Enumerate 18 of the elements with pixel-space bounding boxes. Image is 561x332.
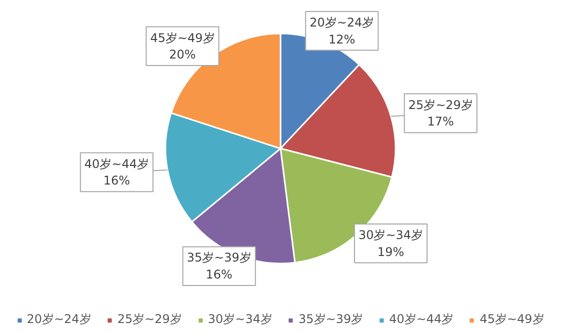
legend-label: 25岁~29岁: [117, 311, 182, 328]
data-label: 12%: [328, 32, 356, 46]
data-label: 16%: [206, 268, 232, 282]
slice-label: 20岁~24岁: [310, 15, 374, 30]
legend-label: 40岁~44岁: [389, 311, 454, 328]
data-label: 16%: [103, 174, 130, 188]
slice-label: 30岁~34岁: [358, 228, 424, 242]
slice-label: 40岁~44岁: [84, 156, 149, 171]
data-label: 20%: [169, 48, 196, 62]
slice-label: 35岁~39岁: [186, 250, 252, 265]
legend-label: 30岁~34岁: [208, 311, 272, 328]
slice-label: 25岁~29岁: [408, 98, 473, 112]
data-label: 17%: [427, 114, 454, 129]
legend-label: 45岁~49岁: [480, 311, 544, 328]
legend-label: 20岁~24岁: [26, 311, 92, 328]
slice-label: 45岁~49岁: [150, 30, 215, 45]
legend-label: 35岁~39岁: [298, 311, 364, 328]
data-label: 19%: [377, 244, 404, 259]
